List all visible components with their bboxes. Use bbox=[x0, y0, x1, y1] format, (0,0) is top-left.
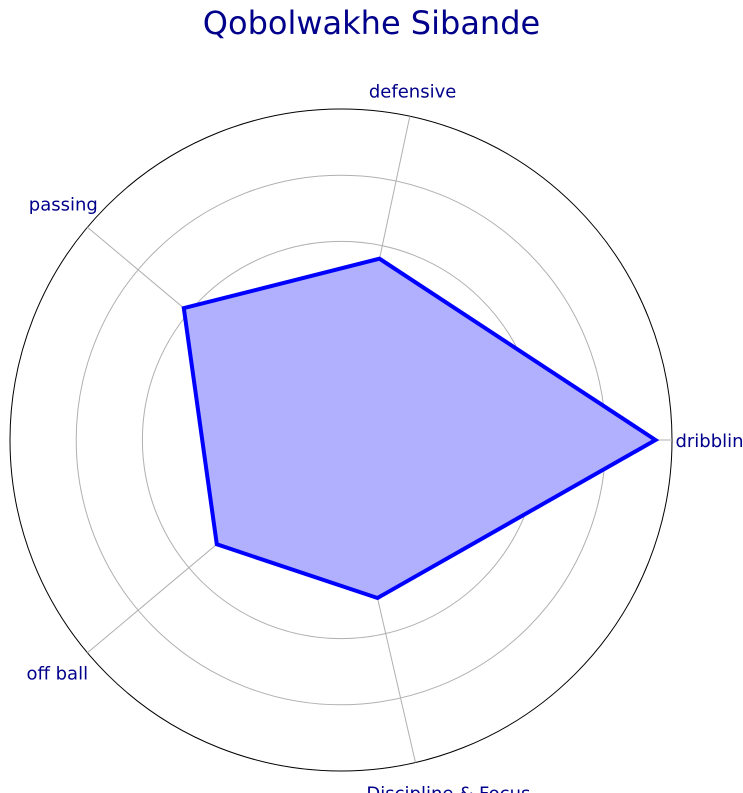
radar-axis-labels: dribbling defensive passing off ball Discipl… bbox=[27, 81, 743, 793]
axis-label-dribbling: dribbling bbox=[675, 431, 743, 452]
axis-label-defensive: defensive bbox=[369, 81, 456, 102]
chart-title: Qobolwakhe Sibande bbox=[202, 4, 541, 42]
axis-label-passing: passing bbox=[29, 195, 98, 216]
axis-label-discipline-focus: Discipline & Focus bbox=[366, 783, 530, 793]
axis-label-off-ball: off ball bbox=[27, 663, 89, 684]
radar-series bbox=[181, 256, 660, 601]
radar-series-polygon bbox=[181, 256, 660, 601]
